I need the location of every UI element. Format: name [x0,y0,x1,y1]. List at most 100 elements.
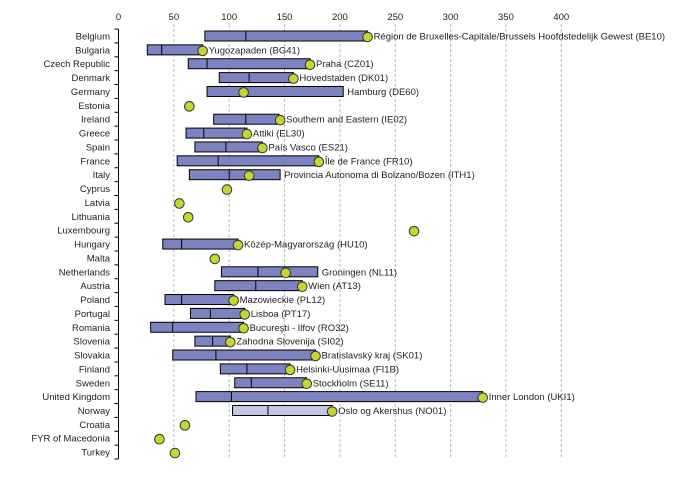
range-bar [150,321,245,333]
capital-region-point [228,295,239,306]
category-label: United Kingdom [42,392,110,403]
range-bar [219,363,291,375]
region-label: Zahodna Slovenija (SI02) [236,337,343,348]
category-label: Turkey [81,448,110,459]
range-bar [189,307,246,319]
region-label: Groningen (NL11) [322,267,397,278]
x-tick-label: 300 [443,12,459,23]
region-label: Stockholm (SE11) [313,378,389,389]
capital-region-point [197,45,208,57]
capital-region-point [243,170,255,181]
category-label: Denmark [71,73,110,84]
region-label: Hovedstaden (DK01) [299,73,388,84]
capital-region-point [169,447,181,459]
category-label: Germany [71,87,110,98]
range-bar [232,404,333,416]
category-label: Cyprus [80,184,110,195]
x-tick-label: 0 [116,12,121,23]
capital-region-point [179,420,191,431]
capital-region-point [209,253,221,265]
region-label: Île de France (FR10) [324,156,413,167]
x-tick-label: 350 [498,12,514,23]
capital-region-point [239,309,250,320]
x-tick-label: 150 [277,12,293,23]
category-label: Latvia [85,198,111,209]
category-label: Estonia [78,101,110,112]
range-bar [176,155,320,167]
capital-region-point [184,101,195,112]
capital-region-point [362,31,373,43]
category-label: Luxembourg [57,226,110,237]
category-label: Norway [78,406,110,417]
category-label: Greece [79,129,110,140]
capital-region-point [232,239,244,251]
capital-region-point [274,114,286,126]
capital-region-point [310,350,321,362]
region-label: Région de Bruxelles-Capitale/Brussels Ho… [374,32,665,43]
category-label: Austria [80,281,110,292]
range-bar [172,349,317,361]
category-label: Netherlands [59,267,110,278]
region-label: Provincia Autonoma di Bolzano/Bozen (ITH… [284,170,475,181]
category-label: Poland [80,295,110,306]
range-bar [188,169,281,181]
category-label: Malta [87,253,111,264]
category-label: Bulgaria [75,45,111,56]
category-label: Croatia [79,420,110,431]
category-label: France [80,156,110,167]
region-label: Közép-Magyarország (HU10) [244,240,368,251]
category-label: Lithuania [71,212,110,223]
region-label: Attiki (EL30) [253,129,305,140]
capital-region-point [301,378,312,390]
region-label: Inner London (UKI1) [489,392,575,403]
category-label: Romania [72,323,111,334]
category-label: Sweden [76,378,110,389]
capital-region-point [477,392,489,403]
category-label: Italy [93,170,111,181]
category-label: Spain [86,142,110,153]
region-label: Hamburg (DE60) [347,87,419,98]
region-label: Praha (CZ01) [316,59,374,70]
range-bar [185,127,248,139]
region-label: País Vasco (ES21) [268,142,348,153]
capital-region-point [225,336,236,348]
capital-region-point [304,59,316,71]
capital-region-point [284,364,296,376]
capital-region-point [257,142,268,154]
region-label: Wien (AT13) [308,281,361,292]
region-label: Southern and Eastern (IE02) [286,115,407,126]
x-tick-label: 200 [332,12,348,23]
capital-region-point [238,322,249,334]
category-label: Czech Republic [43,59,110,70]
capital-region-point [280,267,291,279]
range-bar [213,113,280,125]
range-bar [162,238,239,250]
range-bar [195,391,484,403]
x-tick-label: 50 [169,12,180,23]
range-bar [206,85,344,97]
capital-region-point [174,198,185,209]
capital-region-point [408,225,420,237]
capital-region-point [182,212,194,223]
region-label: Bratislavský kraj (SK01) [322,351,423,362]
category-label: Slovakia [74,351,111,362]
capital-region-point [326,406,338,417]
x-tick-label: 400 [553,12,569,23]
x-tick-label: 250 [387,12,403,23]
capital-region-point [238,87,249,98]
range-bar [187,58,311,70]
category-label: Hungary [74,240,110,251]
range-bar [146,44,204,56]
region-label: Helsinki-Uusimaa (FI1B) [296,364,399,375]
range-bar [164,294,235,306]
capital-region-point [296,281,308,292]
capital-region-point [154,433,165,445]
capital-region-point [313,156,325,168]
region-label: Yugozapaden (BG41) [209,45,300,56]
region-label: Mazowieckie (PL12) [240,295,326,306]
category-label: Portugal [75,309,110,320]
category-label: FYR of Macedonia [31,434,110,445]
region-label: Lisboa (PT17) [251,309,311,320]
category-label: Belgium [76,32,110,43]
